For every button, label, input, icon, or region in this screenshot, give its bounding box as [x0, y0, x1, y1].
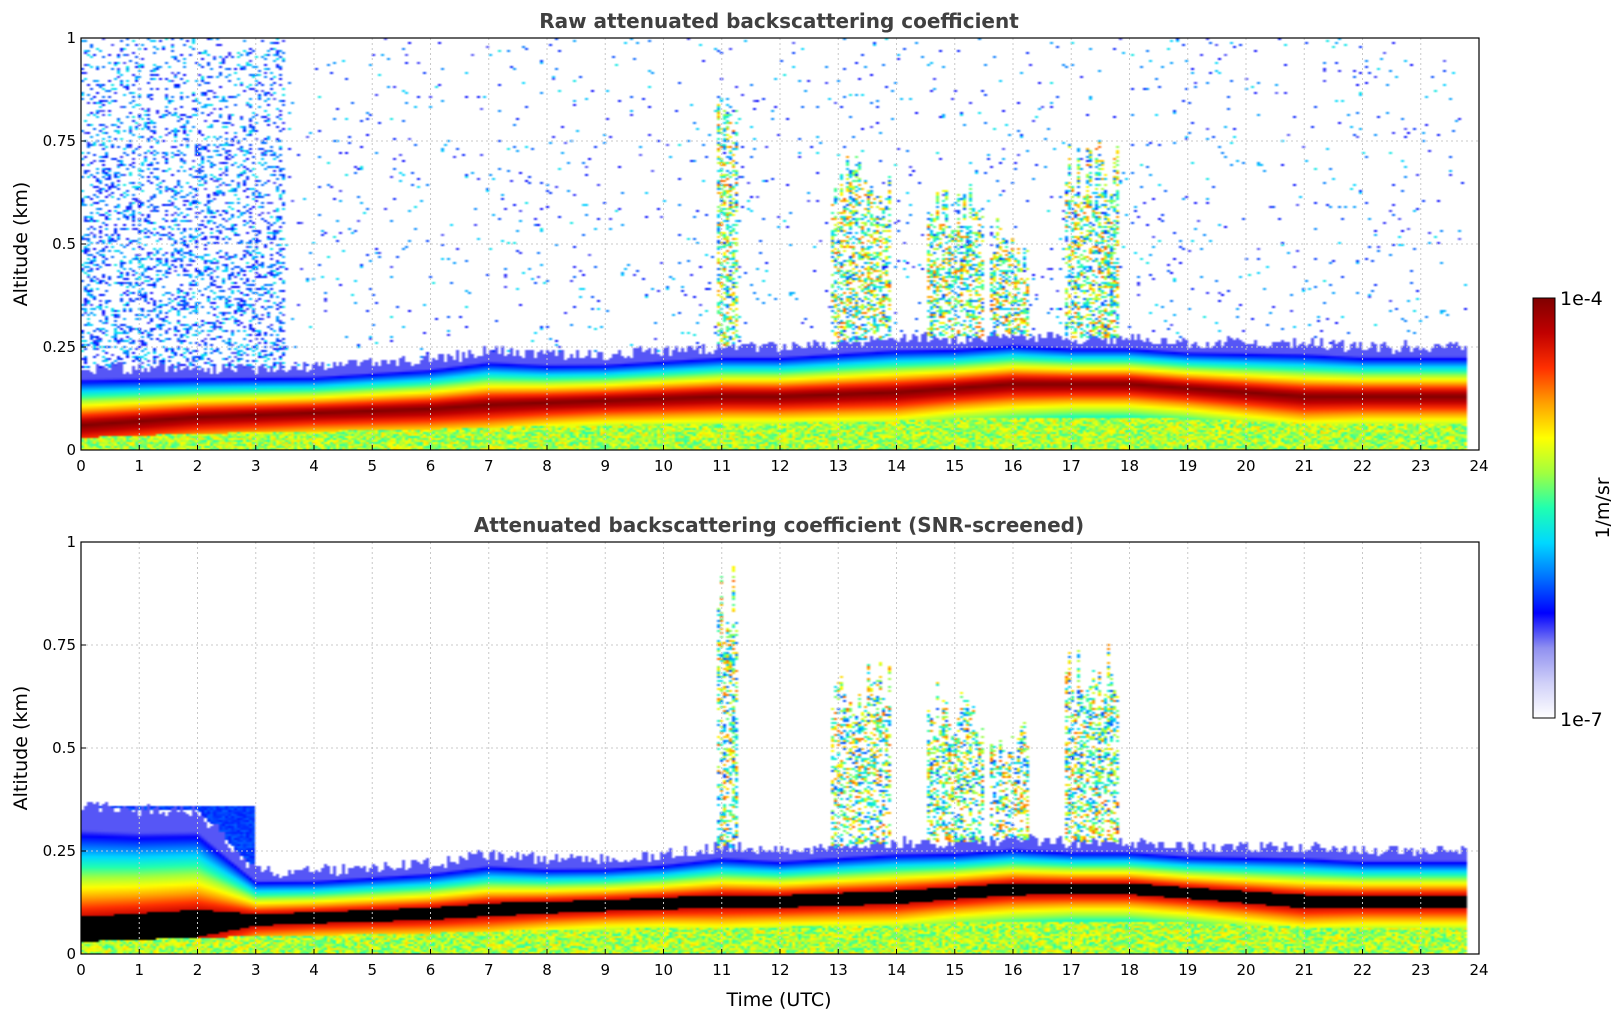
x-tick-label: 6 — [426, 961, 436, 979]
y-tick-label: 0 — [66, 441, 76, 459]
x-tick-label: 20 — [1236, 457, 1255, 475]
y-tick-label: 1 — [66, 533, 76, 551]
raw-plot-frame — [80, 37, 1480, 451]
colorbar-max-label: 1e-4 — [1560, 288, 1603, 310]
screened-y-ticks: 0 0.25 0.5 0.75 1 — [43, 533, 86, 963]
x-tick-label: 18 — [1120, 961, 1139, 979]
x-tick-label: 12 — [770, 961, 789, 979]
x-tick-label: 23 — [1411, 457, 1430, 475]
x-tick-label: 20 — [1236, 961, 1255, 979]
x-tick-label: 5 — [367, 457, 377, 475]
screened-plot-frame — [80, 541, 1480, 955]
y-tick-label: 0.25 — [43, 842, 76, 860]
x-tick-label: 15 — [945, 961, 964, 979]
panel-title-raw: Raw attenuated backscattering coefficien… — [539, 9, 1019, 33]
x-tick-label: 21 — [1295, 457, 1314, 475]
x-tick-label: 12 — [770, 457, 789, 475]
x-tick-label: 9 — [600, 457, 610, 475]
x-tick-label: 7 — [484, 961, 494, 979]
x-tick-label: 3 — [251, 457, 261, 475]
x-tick-label: 24 — [1469, 457, 1488, 475]
x-tick-label: 4 — [309, 457, 319, 475]
x-tick-label: 15 — [945, 457, 964, 475]
colorbar-unit-label: 1/m/sr — [1592, 477, 1614, 538]
x-tick-label: 13 — [829, 457, 848, 475]
colorbar-min-label: 1e-7 — [1560, 709, 1603, 731]
screened-x-ticks: 0 1 2 3 4 5 6 7 8 9 10 11 12 13 14 15 16 17 18 19 20 21 22 23 24 — [76, 949, 1489, 979]
x-tick-label: 3 — [251, 961, 261, 979]
x-tick-label: 5 — [367, 961, 377, 979]
y-tick-label: 0.75 — [43, 636, 76, 654]
x-axis-label: Time (UTC) — [725, 989, 831, 1011]
y-tick-label: 0 — [66, 945, 76, 963]
x-tick-label: 21 — [1295, 961, 1314, 979]
y-tick-label: 0.25 — [43, 338, 76, 356]
x-tick-label: 0 — [76, 457, 86, 475]
x-tick-label: 17 — [1062, 457, 1081, 475]
x-tick-label: 4 — [309, 961, 319, 979]
panel-title-screened: Attenuated backscattering coefficient (S… — [474, 513, 1084, 537]
x-tick-label: 2 — [193, 961, 203, 979]
x-tick-label: 6 — [426, 457, 436, 475]
colorbar: 1e-4 1e-7 1/m/sr — [1532, 288, 1614, 731]
x-tick-label: 0 — [76, 961, 86, 979]
x-tick-label: 1 — [134, 961, 144, 979]
x-tick-label: 10 — [654, 457, 673, 475]
x-tick-label: 24 — [1469, 961, 1488, 979]
colorbar-gradient — [1532, 297, 1556, 719]
x-tick-label: 16 — [1003, 457, 1022, 475]
x-tick-label: 14 — [887, 457, 906, 475]
screened-y-axis-label: Altitude (km) — [10, 686, 32, 811]
x-tick-label: 14 — [887, 961, 906, 979]
x-tick-label: 17 — [1062, 961, 1081, 979]
x-tick-label: 19 — [1178, 457, 1197, 475]
raw-x-ticks: 0 1 2 3 4 5 6 7 8 9 10 11 12 13 14 15 16 17 18 19 20 21 22 23 24 — [76, 445, 1489, 475]
x-tick-label: 11 — [712, 457, 731, 475]
x-tick-label: 2 — [193, 457, 203, 475]
x-tick-label: 11 — [712, 961, 731, 979]
x-tick-label: 8 — [542, 961, 552, 979]
x-tick-label: 1 — [134, 457, 144, 475]
raw-y-axis-label: Altitude (km) — [10, 182, 32, 307]
x-tick-label: 22 — [1353, 961, 1372, 979]
x-tick-label: 9 — [600, 961, 610, 979]
x-tick-label: 10 — [654, 961, 673, 979]
y-tick-label: 0.75 — [43, 132, 76, 150]
y-tick-label: 1 — [66, 29, 76, 47]
x-tick-label: 7 — [484, 457, 494, 475]
x-tick-label: 16 — [1003, 961, 1022, 979]
x-tick-label: 18 — [1120, 457, 1139, 475]
y-tick-label: 0.5 — [52, 739, 76, 757]
raw-y-ticks: 0 0.25 0.5 0.75 1 — [43, 29, 86, 459]
x-tick-label: 8 — [542, 457, 552, 475]
raw-backscatter-panel: Raw attenuated backscattering coefficien… — [10, 9, 1489, 475]
x-tick-label: 19 — [1178, 961, 1197, 979]
x-tick-label: 23 — [1411, 961, 1430, 979]
screened-backscatter-panel: Attenuated backscattering coefficient (S… — [10, 513, 1489, 1011]
x-tick-label: 22 — [1353, 457, 1372, 475]
x-tick-label: 13 — [829, 961, 848, 979]
y-tick-label: 0.5 — [52, 235, 76, 253]
